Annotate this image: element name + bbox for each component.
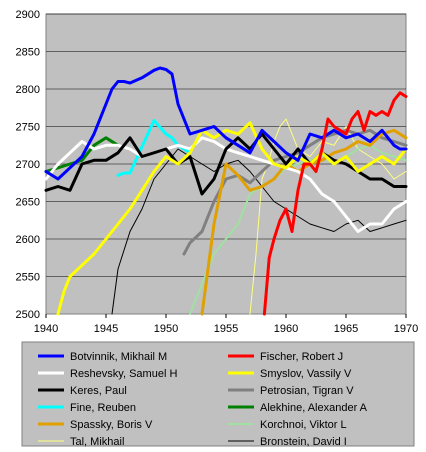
x-tick-label: 1940 [34, 323, 58, 335]
y-tick-label: 2800 [16, 84, 40, 96]
series-line-keres [44, 132, 408, 196]
legend-label: Botvinnik, Mikhail M [70, 351, 167, 363]
legend-label: Keres, Paul [70, 385, 127, 397]
x-tick-label: 1955 [214, 323, 238, 335]
x-tick-label: 1970 [394, 323, 418, 335]
y-tick-label: 2700 [16, 159, 40, 171]
legend-label: Korchnoi, Viktor L [260, 419, 347, 431]
legend-label: Smyslov, Vassily V [260, 368, 352, 380]
legend-label: Fischer, Robert J [260, 351, 343, 363]
legend-label: Bronstein, David I [260, 436, 347, 448]
legend-label: Reshevsky, Samuel H [70, 368, 177, 380]
legend: Botvinnik, Mikhail M Fischer, Robert J Res… [38, 351, 368, 448]
y-tick-label: 2550 [16, 272, 40, 284]
legend-label: Tal, Mikhail [70, 436, 124, 448]
x-axis: 1940 1945 1950 1955 1960 1965 1970 [34, 314, 418, 335]
y-tick-label: 2750 [16, 122, 40, 134]
x-tick-label: 1950 [154, 323, 178, 335]
legend-label: Petrosian, Tigran V [260, 385, 354, 397]
x-tick-label: 1945 [94, 323, 118, 335]
y-tick-label: 2500 [16, 309, 40, 321]
y-tick-label: 2650 [16, 197, 40, 209]
legend-label: Spassky, Boris V [70, 419, 153, 431]
y-axis: 2500 2550 2600 2650 2700 2750 2800 2850 2900 [16, 9, 40, 321]
y-tick-label: 2850 [16, 47, 40, 59]
legend-box [21, 341, 415, 447]
series-line-smyslov [56, 121, 408, 316]
series-layer [44, 66, 408, 316]
legend-label: Fine, Reuben [70, 402, 136, 414]
series-line-alekhine [44, 136, 120, 173]
x-tick-label: 1960 [274, 323, 298, 335]
y-tick-label: 2900 [16, 9, 40, 21]
series-line-botvinnik [44, 66, 408, 181]
series-line-fischer [262, 91, 408, 316]
x-tick-label: 1965 [334, 323, 358, 335]
y-tick-label: 2600 [16, 234, 40, 246]
legend-label: Alekhine, Alexander A [260, 402, 368, 414]
